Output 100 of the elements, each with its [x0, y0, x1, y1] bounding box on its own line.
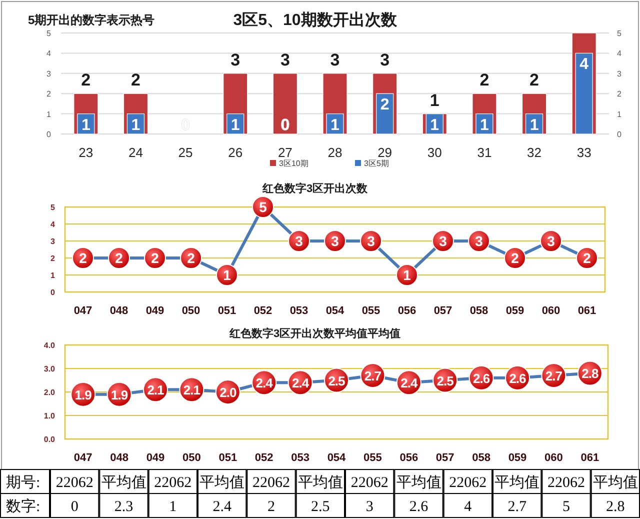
text: 平均值 [494, 474, 540, 491]
x-tick-label: 058 [470, 305, 488, 317]
y-tick-label: 4 [50, 220, 56, 229]
data-label: 3 [439, 233, 448, 249]
data-label: 3 [367, 233, 376, 249]
text: 22062 [449, 475, 487, 491]
x-tick-label: 054 [327, 452, 347, 464]
y-tick-label: 2 [50, 254, 56, 263]
x-tick-label: 055 [362, 305, 380, 317]
y-tick-label: 5 [46, 29, 52, 38]
data-label: 2.4 [292, 376, 310, 391]
text: 22062 [252, 475, 290, 491]
text: 2.7 [508, 499, 527, 515]
text: 2.3 [114, 499, 134, 515]
data-label: 3 [330, 50, 340, 70]
x-tick-label: 056 [398, 305, 416, 317]
x-tick-label: 053 [291, 452, 310, 464]
x-tick-label: 24 [128, 145, 143, 160]
text: 平均值 [396, 474, 442, 491]
data-label: 1.9 [74, 387, 92, 402]
x-tick-label: 052 [254, 305, 272, 317]
data-label: 2.5 [328, 373, 346, 388]
text: 22062 [350, 475, 388, 491]
data-label: 1 [223, 267, 232, 283]
x-tick-label: 060 [544, 452, 563, 464]
data-label: 1 [480, 116, 489, 134]
data-label: 2.7 [545, 368, 562, 384]
x-tick-label: 050 [182, 452, 201, 464]
data-label: 1.9 [111, 387, 128, 402]
data-label: 1 [430, 90, 440, 110]
x-tick-label: 30 [427, 145, 442, 160]
y2-tick-label: 5 [617, 29, 622, 38]
y-tick-label: 1 [46, 110, 52, 119]
x-tick-label: 056 [400, 452, 418, 464]
data-label: 2.6 [509, 370, 526, 386]
chart-title: 红色数字3区开出次数 [261, 182, 369, 195]
x-tick-label: 048 [110, 452, 128, 464]
text: 1 [169, 499, 177, 515]
x-tick-label: 059 [506, 305, 524, 317]
y-tick-label: 0 [46, 130, 52, 139]
data-label: 2 [115, 250, 124, 266]
data-label: 1 [330, 116, 340, 134]
x-tick-label: 29 [378, 145, 392, 160]
x-tick-label: 057 [434, 305, 452, 317]
text: 4 [464, 499, 472, 515]
data-label: 2.0 [220, 385, 236, 400]
text: 2.4 [212, 499, 232, 515]
y2-tick-label: 2 [617, 90, 622, 99]
y2-tick-label: 0 [617, 130, 622, 139]
x-tick-label: 057 [436, 452, 454, 464]
x-tick-label: 058 [472, 452, 490, 464]
x-tick-label: 28 [328, 145, 342, 160]
x-tick-label: 33 [576, 145, 592, 160]
y-tick-label: 0.0 [44, 435, 56, 444]
data-label: 2.7 [364, 368, 382, 384]
text: 2 [268, 499, 275, 515]
data-label: 2 [583, 250, 592, 266]
data-label: 2.4 [400, 376, 418, 391]
data-label: 1 [430, 116, 440, 134]
text: 2.8 [606, 499, 625, 515]
data-label: 1 [530, 116, 539, 134]
data-label: 2 [187, 250, 196, 266]
x-tick-label: 27 [278, 145, 292, 160]
bar [272, 73, 298, 134]
y2-tick-label: 1 [617, 110, 622, 119]
data-label: 1 [81, 116, 90, 134]
x-tick-label: 25 [178, 145, 193, 160]
data-label: 2 [130, 70, 140, 90]
data-label: 3 [295, 233, 304, 249]
text: 2.6 [409, 499, 429, 515]
text: 数字: [6, 498, 40, 515]
data-label: 2.6 [473, 370, 490, 386]
data-label: 1 [230, 116, 240, 134]
data-label: 2 [530, 70, 540, 90]
text: 0 [70, 499, 78, 515]
data-label: 2.8 [582, 366, 598, 382]
x-tick-label: 048 [110, 305, 128, 317]
x-tick-label: 061 [578, 305, 596, 317]
text: 期号: [6, 474, 40, 491]
x-tick-label: 061 [580, 452, 600, 464]
y-tick-label: 0 [50, 288, 56, 297]
x-tick-label: 050 [182, 305, 200, 317]
text: 22062 [154, 475, 192, 491]
data-label: 3 [230, 50, 240, 70]
chart-title: 红色数字3区开出次数平均值平均值 [228, 327, 401, 340]
data-label: 2 [480, 70, 490, 90]
data-label: 2.1 [147, 382, 164, 398]
chart-title: 3区5、10期数开出次数 [233, 11, 398, 29]
data-label: 2 [81, 70, 91, 90]
y-tick-label: 3 [46, 69, 52, 78]
x-tick-label: 047 [74, 305, 92, 317]
text: 5 [562, 499, 570, 515]
data-label: 2 [151, 250, 160, 266]
data-label: 5 [259, 199, 268, 215]
data-label: 2.1 [183, 382, 200, 398]
x-tick-label: 049 [146, 305, 164, 317]
text: 5期开出的数字表示热号 [28, 13, 155, 27]
y-tick-label: 1 [50, 271, 56, 280]
text: 平均值 [101, 474, 146, 491]
data-label: 2 [79, 250, 88, 266]
